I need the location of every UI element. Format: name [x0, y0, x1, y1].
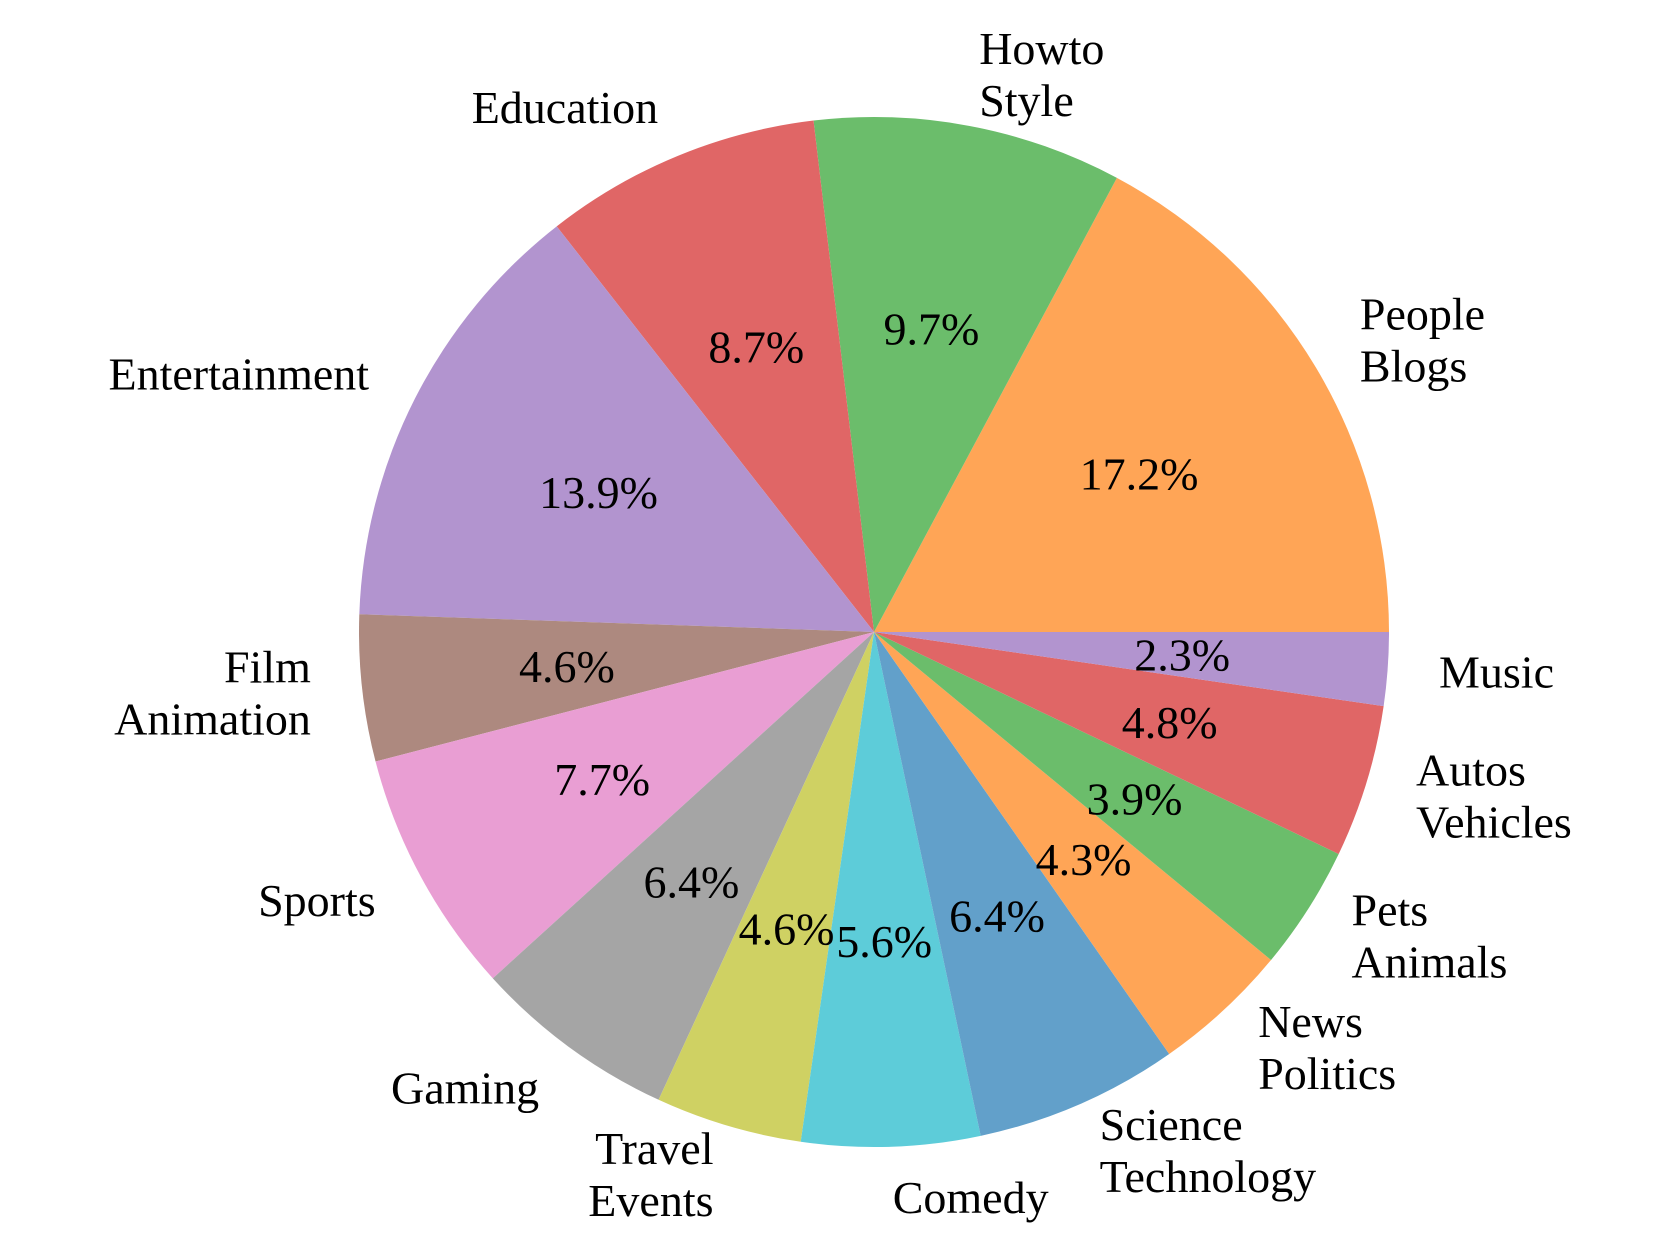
category-label-line: Science — [1100, 1099, 1243, 1150]
percentage-label-8: 5.6% — [836, 916, 932, 967]
category-label-1: Howto Style — [979, 23, 1104, 126]
percentage-label-11: 3.9% — [1087, 773, 1183, 824]
category-label-line: Sports — [258, 875, 376, 926]
pie-slice-3 — [359, 226, 874, 632]
category-labels: People Blogs Howto Style Education Entertainm… — [109, 23, 1572, 1226]
percentage-label-12: 4.8% — [1122, 697, 1218, 748]
pie-slice-11 — [874, 632, 1339, 960]
pie-slice-7 — [658, 632, 874, 1142]
category-label-0: People Blogs — [1360, 288, 1485, 391]
category-label-10: News Politics — [1258, 996, 1396, 1099]
category-label-line: Music — [1439, 646, 1554, 697]
pie-slice-9 — [874, 632, 1170, 1136]
category-label-7: Travel Events — [588, 1123, 713, 1226]
category-label-11: Pets Animals — [1352, 884, 1508, 987]
category-label-line: Entertainment — [109, 349, 370, 400]
pie-slice-13 — [874, 632, 1389, 707]
category-label-line: Vehicles — [1416, 796, 1572, 847]
category-label-line: Howto — [979, 23, 1104, 74]
category-label-9: Science Technology — [1100, 1099, 1317, 1202]
pie-slice-0 — [874, 177, 1389, 632]
pie-slice-4 — [359, 614, 874, 762]
category-label-line: Animation — [114, 694, 311, 745]
category-label-4: Film Animation — [114, 642, 311, 745]
pie-slice-6 — [492, 632, 874, 1100]
percentage-label-7: 4.6% — [739, 903, 835, 954]
category-label-line: Animals — [1352, 936, 1508, 987]
category-label-line: Blogs — [1360, 340, 1467, 391]
category-label-line: Autos — [1416, 744, 1526, 795]
category-label-line: People — [1360, 288, 1485, 339]
category-label-line: Style — [979, 75, 1074, 126]
category-label-line: Gaming — [391, 1063, 539, 1114]
percentage-label-1: 9.7% — [883, 304, 979, 355]
pie-slice-1 — [813, 116, 1117, 632]
pie-slice-8 — [800, 632, 981, 1147]
category-label-line: Film — [224, 642, 311, 693]
percentage-label-0: 17.2% — [1080, 448, 1199, 499]
percentage-label-2: 8.7% — [708, 321, 804, 372]
category-label-13: Music — [1439, 646, 1554, 697]
pie-slice-5 — [375, 632, 874, 979]
category-label-line: News — [1258, 996, 1363, 1047]
category-label-line: Comedy — [893, 1172, 1049, 1223]
percentage-label-13: 2.3% — [1134, 629, 1230, 680]
category-label-line: Travel — [595, 1123, 713, 1174]
category-label-2: Education — [472, 82, 659, 133]
category-label-line: Politics — [1258, 1048, 1396, 1099]
percentage-label-6: 6.4% — [643, 856, 739, 907]
percentage-label-9: 6.4% — [949, 891, 1045, 942]
category-label-6: Gaming — [391, 1063, 539, 1114]
category-label-line: Pets — [1352, 884, 1429, 935]
category-label-line: Education — [472, 82, 659, 133]
pie-slice-2 — [556, 120, 874, 632]
percentage-label-3: 13.9% — [539, 467, 658, 518]
percentage-labels: 17.2%9.7%8.7%13.9%4.6%7.7%6.4%4.6% 5.6% 6.… — [519, 304, 1230, 967]
percentage-label-5: 7.7% — [554, 754, 650, 805]
category-label-8: Comedy — [893, 1172, 1049, 1223]
category-label-line: Technology — [1100, 1151, 1317, 1202]
category-label-3: Entertainment — [109, 349, 370, 400]
category-label-line: Events — [588, 1175, 713, 1226]
pie-slices — [359, 116, 1389, 1147]
pie-slice-10 — [874, 632, 1272, 1054]
category-label-5: Sports — [258, 875, 376, 926]
percentage-label-10: 4.3% — [1036, 834, 1132, 885]
pie-slice-12 — [874, 632, 1384, 854]
percentage-label-4: 4.6% — [519, 641, 615, 692]
category-label-12: Autos Vehicles — [1416, 744, 1572, 847]
